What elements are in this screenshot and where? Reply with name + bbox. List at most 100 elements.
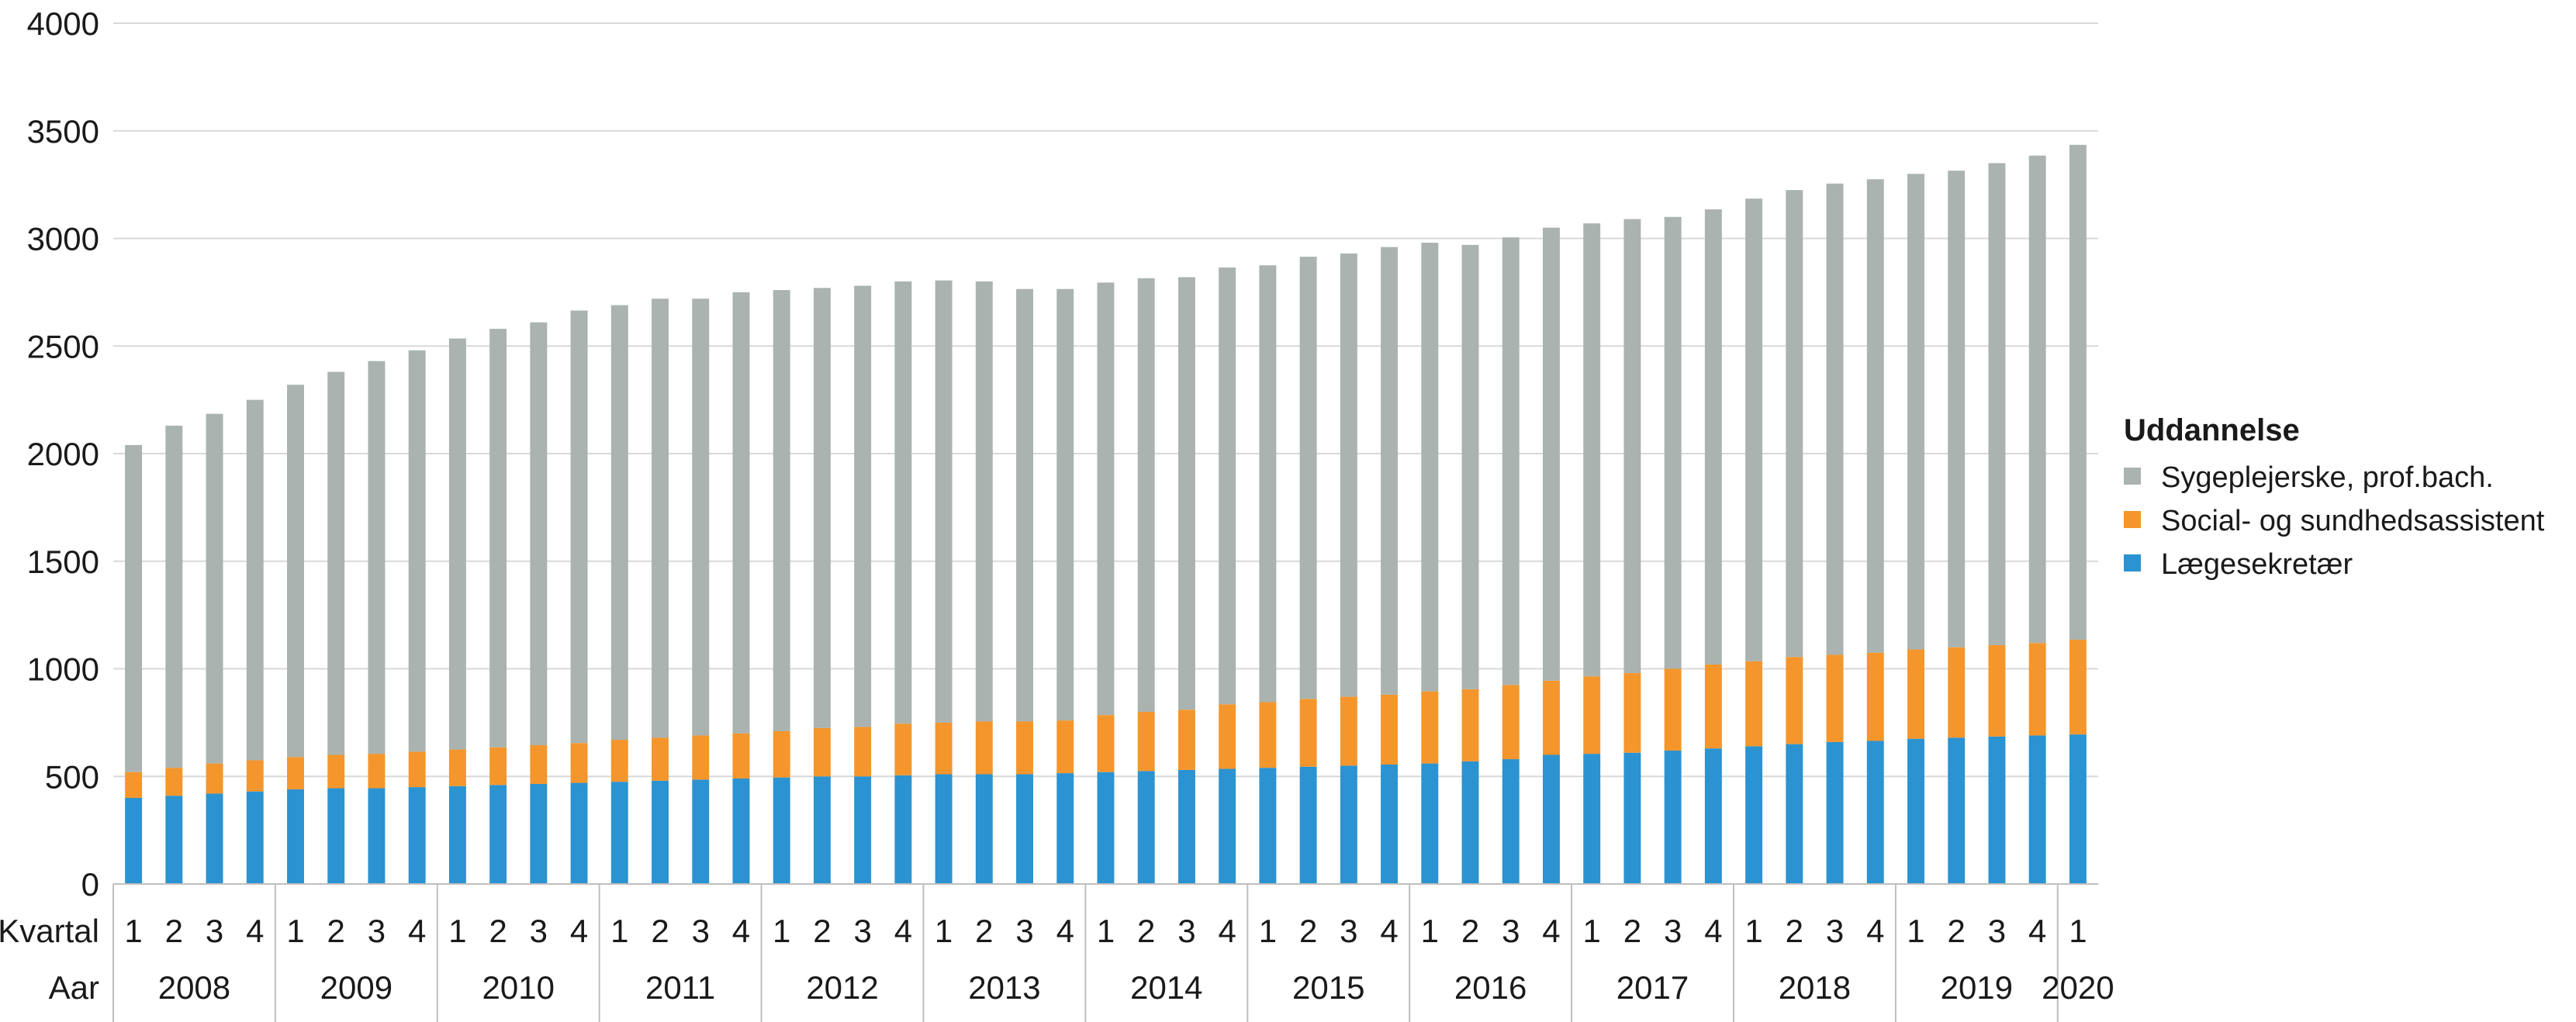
bar-segment-sygeplejerske-prof-bach- [1502,237,1520,685]
bar-segment-sygeplejerske-prof-bach- [530,322,548,746]
bar-segment-social-og-sundhedsassistent [246,760,264,792]
bar-segment-lægesekretær [1137,771,1155,884]
bar-segment-lægesekretær [246,791,264,884]
legend-label-sygeplejerske: Sygeplejerske, prof.bach. [2161,461,2494,494]
y-tick-label: 2500 [27,328,99,364]
bar-segment-sygeplejerske-prof-bach- [246,399,264,761]
x-tick-label-quarter: 1 [286,913,304,949]
bar-segment-sygeplejerske-prof-bach- [206,413,223,764]
bar-segment-sygeplejerske-prof-bach- [408,350,426,752]
bar-segment-lægesekretær [368,788,386,884]
x-tick-label-year: 2017 [1616,969,1689,1006]
bar-segment-lægesekretær [287,789,304,884]
x-tick-label-year: 2010 [482,969,555,1006]
bar-segment-sygeplejerske-prof-bach- [652,299,669,738]
x-tick-label-year: 2019 [1941,969,2013,1006]
x-tick-label-quarter: 1 [1259,913,1277,949]
bar-segment-social-og-sundhedsassistent [570,743,588,783]
bar-segment-social-og-sundhedsassistent [1502,685,1520,760]
bar-segment-lægesekretær [1502,759,1520,884]
bar-segment-lægesekretær [408,787,426,884]
legend-title: Uddannelse [2124,413,2300,447]
x-tick-label-quarter: 1 [124,913,142,949]
bar-segment-lægesekretær [489,785,507,884]
bar-segment-lægesekretær [1664,750,1682,884]
legend: Uddannelse Sygeplejerske, prof.bach. Soc… [2124,413,2545,581]
bar-segment-social-og-sundhedsassistent [368,754,386,789]
x-tick-label-quarter: 3 [1664,913,1682,949]
bar-segment-sygeplejerske-prof-bach- [2069,144,2087,640]
bar-segment-lægesekretær [652,780,669,884]
bar-segment-lægesekretær [773,777,790,884]
bar-segment-sygeplejerske-prof-bach- [489,329,507,748]
bar-segment-social-og-sundhedsassistent [165,768,183,796]
x-tick-label-quarter: 1 [1421,913,1439,949]
bar-segment-sygeplejerske-prof-bach- [1948,171,1966,647]
y-axis-tick-labels: 0 500 1000 1500 2000 2500 3000 3500 4000 [27,5,99,903]
x-tick-label-year: 2015 [1292,969,1364,1006]
x-tick-label-quarter: 1 [1744,913,1762,949]
bar-segment-social-og-sundhedsassistent [935,722,953,775]
bar-segment-sygeplejerske-prof-bach- [1097,282,1115,716]
x-tick-label-quarter: 2 [651,913,669,949]
x-tick-label-quarter: 1 [1097,913,1115,949]
x-tick-label-quarter: 4 [894,913,912,949]
bar-segment-sygeplejerske-prof-bach- [1381,247,1399,695]
x-tick-label-quarter: 1 [1907,913,1924,949]
x-tick-label-quarter: 2 [1461,913,1479,949]
bar-segment-lægesekretær [935,774,953,884]
bar-segment-social-og-sundhedsassistent [1016,721,1034,775]
x-tick-label-year: 2018 [1779,969,1851,1006]
bar-segment-lægesekretær [1340,765,1357,884]
x-tick-label-year: 2013 [968,969,1040,1006]
x-tick-label-year: 2008 [158,969,230,1006]
bar-segment-lægesekretær [1381,764,1399,884]
year-row-label: Aar [49,969,99,1006]
bar-segment-social-og-sundhedsassistent [1461,689,1479,761]
bar-segment-lægesekretær [1016,774,1034,884]
bar-segment-social-og-sundhedsassistent [854,727,872,777]
x-tick-label-quarter: 2 [1137,913,1155,949]
x-tick-label-quarter: 3 [1988,913,2006,949]
bar-segment-social-og-sundhedsassistent [1826,654,1844,742]
bar-segment-social-og-sundhedsassistent [1583,676,1601,754]
bar-segment-lægesekretær [1543,754,1560,884]
bar-segment-sygeplejerske-prof-bach- [1866,179,1884,653]
bar-segment-lægesekretær [125,798,143,884]
bar-segment-lægesekretær [206,793,223,884]
bar-segment-sygeplejerske-prof-bach- [935,280,953,723]
bar-segment-social-og-sundhedsassistent [1948,647,1966,738]
bar-segment-lægesekretær [1421,763,1439,884]
bar-segment-social-og-sundhedsassistent [692,735,710,780]
legend-swatch-sygeplejerske [2124,468,2141,485]
x-tick-label-quarter: 4 [732,913,750,949]
bar-segment-sygeplejerske-prof-bach- [1259,265,1277,703]
bar-segment-lægesekretær [448,785,466,884]
bar-segment-social-og-sundhedsassistent [975,721,993,775]
bar-segment-sygeplejerske-prof-bach- [448,338,466,750]
bar-segment-social-og-sundhedsassistent [894,723,912,775]
bar-segment-social-og-sundhedsassistent [610,740,628,782]
bar-segment-social-og-sundhedsassistent [1988,644,2006,737]
bar-segment-social-og-sundhedsassistent [1097,715,1115,772]
quarter-row-label: Kvartal [0,913,99,949]
x-tick-label-quarter: 1 [448,913,466,949]
bar-segment-social-og-sundhedsassistent [530,745,548,784]
x-tick-label-quarter: 2 [1948,913,1966,949]
bar-segment-sygeplejerske-prof-bach- [1786,190,1803,658]
bar-segment-social-og-sundhedsassistent [1623,673,1641,753]
bar-segment-sygeplejerske-prof-bach- [813,288,831,728]
x-tick-label-quarter: 4 [1542,913,1560,949]
x-tick-label-quarter: 4 [1704,913,1722,949]
bars [125,144,2087,884]
y-tick-label: 1000 [27,651,99,688]
bar-segment-sygeplejerske-prof-bach- [1988,163,2006,645]
bar-segment-lægesekretær [1988,736,2006,884]
x-tick-label-quarter: 3 [530,913,548,949]
bar-segment-social-og-sundhedsassistent [1786,657,1803,744]
bar-segment-social-og-sundhedsassistent [1866,652,1884,741]
bar-segment-lægesekretær [1583,754,1601,884]
bar-segment-lægesekretær [1097,772,1115,884]
y-tick-label: 3000 [27,221,99,257]
